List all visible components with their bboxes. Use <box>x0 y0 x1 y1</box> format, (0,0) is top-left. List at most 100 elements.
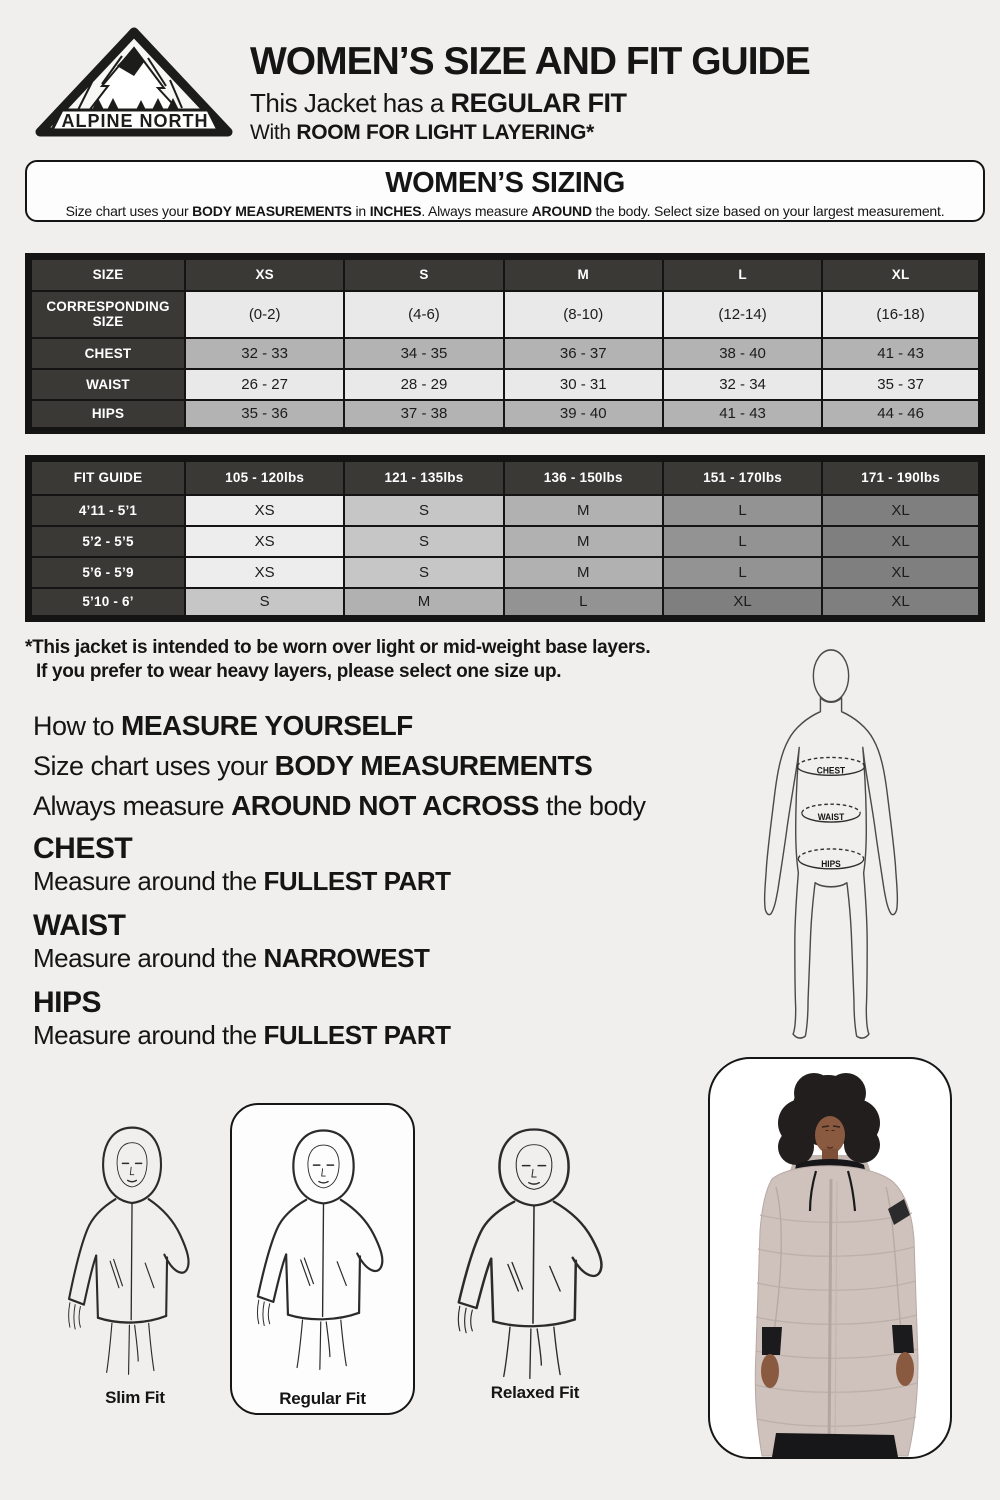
regular-fit-illustration <box>256 1129 384 1371</box>
table-cell: 34 - 35 <box>343 336 505 370</box>
chest-heading: CHEST <box>33 832 133 865</box>
table-corner-header: FIT GUIDE <box>27 457 186 496</box>
table-cell: M <box>502 524 664 558</box>
row-header: 5’10 - 6’ <box>27 586 186 620</box>
table-cell: M <box>343 586 505 620</box>
table-cell: 26 - 27 <box>183 367 346 401</box>
table-cell: 39 - 40 <box>502 398 664 432</box>
row-header: CHEST <box>27 336 186 370</box>
table-cell: M <box>502 493 664 527</box>
fit-type-line: This Jacket has a REGULAR FIT <box>250 88 970 119</box>
table-row: 5’6 - 5’9 XS S M L XL <box>27 555 983 589</box>
table-cell: 30 - 31 <box>502 367 664 401</box>
chest-instruction: Measure around the FULLEST PART <box>33 866 451 896</box>
model-photo-card <box>708 1057 952 1459</box>
row-header: 4’11 - 5’1 <box>27 493 186 527</box>
measure-intro: How to MEASURE YOURSELF Size chart uses … <box>33 706 646 826</box>
note-line-1: *This jacket is intended to be worn over… <box>25 637 651 658</box>
table-row: WAIST 26 - 27 28 - 29 30 - 31 32 - 34 35 - 37 <box>27 367 983 401</box>
table-cell: XL <box>821 555 983 589</box>
header: WOMEN’S SIZE AND FIT GUIDE This Jacket h… <box>250 40 970 145</box>
note-line-2: If you prefer to wear heavy layers, plea… <box>36 661 562 682</box>
table-cell: L <box>502 586 664 620</box>
table-cell: (4-6) <box>343 289 505 339</box>
table-cell: L <box>661 524 824 558</box>
table-cell: (12-14) <box>661 289 824 339</box>
table-row: 5’10 - 6’ S M L XL XL <box>27 586 983 620</box>
slim-fit-label: Slim Fit <box>105 1388 165 1407</box>
hips-heading: HIPS <box>33 986 102 1019</box>
diagram-head <box>812 649 850 703</box>
table-cell: S <box>343 524 505 558</box>
column-header: 121 - 135lbs <box>343 457 505 496</box>
waist-line-solid <box>801 812 861 823</box>
alpine-north-logo: ALPINE NORTH <box>35 27 233 137</box>
waist-instruction: Measure around the NARROWEST <box>33 943 430 973</box>
table-cell: S <box>183 586 346 620</box>
column-header: L <box>661 255 824 292</box>
model-hair <box>778 1073 880 1165</box>
table-cell: 36 - 37 <box>502 336 664 370</box>
logo-mountain-icon: ALPINE NORTH <box>35 27 233 137</box>
table-cell: (0-2) <box>183 289 346 339</box>
table-row: HIPS 35 - 36 37 - 38 39 - 40 41 - 43 44 - 46 <box>27 398 983 432</box>
sizing-box-title: WOMEN’S SIZING <box>385 167 625 199</box>
chest-line-solid <box>796 766 866 777</box>
fit-guide-table: FIT GUIDE 105 - 120lbs 121 - 135lbs 136 - 1… <box>25 455 985 622</box>
model-photo <box>754 1073 919 1457</box>
sizing-box-subtitle: Size chart uses your BODY MEASUREMENTS i… <box>65 203 945 219</box>
table-cell: S <box>343 555 505 589</box>
measure-line-3: Always measure AROUND NOT ACROSS the bod… <box>33 790 646 821</box>
table-cell: (8-10) <box>502 289 664 339</box>
row-header: WAIST <box>27 367 186 401</box>
layer-line-prefix: With <box>250 121 297 144</box>
column-header: 105 - 120lbs <box>183 457 346 496</box>
table-cell: 37 - 38 <box>343 398 505 432</box>
row-header: 5’2 - 5’5 <box>27 524 186 558</box>
waist-line-dashed <box>801 803 861 814</box>
table-cell: M <box>502 555 664 589</box>
table-cell: XL <box>821 524 983 558</box>
table-cell: XS <box>183 493 346 527</box>
table-cell: 44 - 46 <box>821 398 983 432</box>
diagram-waist-label: WAIST <box>818 812 845 823</box>
table-cell: XL <box>661 586 824 620</box>
row-header: CORRESPONDING SIZE <box>27 289 186 339</box>
sleeve-logo-patch <box>888 1199 910 1225</box>
womens-sizing-box: WOMEN’S SIZING Size chart uses your BODY… <box>25 160 985 222</box>
table-cell: XS <box>183 555 346 589</box>
waist-heading: WAIST <box>33 909 126 942</box>
body-measurement-diagram: CHEST WAIST HIPS <box>763 649 899 1039</box>
column-header: 171 - 190lbs <box>821 457 983 496</box>
table-cell: XL <box>821 586 983 620</box>
table-cell: XS <box>183 524 346 558</box>
fit-line-bold: REGULAR FIT <box>450 88 628 118</box>
layering-note: *This jacket is intended to be worn over… <box>25 636 651 684</box>
hips-line-solid <box>797 858 865 870</box>
table-row: CHEST 32 - 33 34 - 35 36 - 37 38 - 40 41 - 43 <box>27 336 983 370</box>
layer-line-bold: ROOM FOR LIGHT LAYERING* <box>296 121 595 144</box>
hips-instruction: Measure around the FULLEST PART <box>33 1020 451 1050</box>
slim-fit-illustration <box>67 1126 190 1376</box>
table-row: CORRESPONDING SIZE (0-2) (4-6) (8-10) (12-14… <box>27 289 983 339</box>
table-cell: S <box>343 493 505 527</box>
table-cell: 41 - 43 <box>661 398 824 432</box>
table-cell: 32 - 34 <box>661 367 824 401</box>
hips-measure-section: HIPS Measure around the FULLEST PART <box>33 987 451 1051</box>
diagram-hips-label: HIPS <box>821 858 841 869</box>
table-cell: 35 - 36 <box>183 398 346 432</box>
table-row: 4’11 - 5’1 XS S M L XL <box>27 493 983 527</box>
table-cell: 41 - 43 <box>821 336 983 370</box>
table-row: 5’2 - 5’5 XS S M L XL <box>27 524 983 558</box>
table-cell: XL <box>821 493 983 527</box>
layering-line: With ROOM FOR LIGHT LAYERING* <box>250 121 970 145</box>
regular-fit-label: Regular Fit <box>279 1389 366 1408</box>
table-corner-header: SIZE <box>27 255 186 292</box>
column-header: 151 - 170lbs <box>661 457 824 496</box>
logo-wordmark: ALPINE NORTH <box>62 111 209 131</box>
table-cell: 38 - 40 <box>661 336 824 370</box>
column-header: XS <box>183 255 346 292</box>
measure-line-2: Size chart uses your BODY MEASUREMENTS <box>33 750 593 781</box>
column-header: M <box>502 255 664 292</box>
